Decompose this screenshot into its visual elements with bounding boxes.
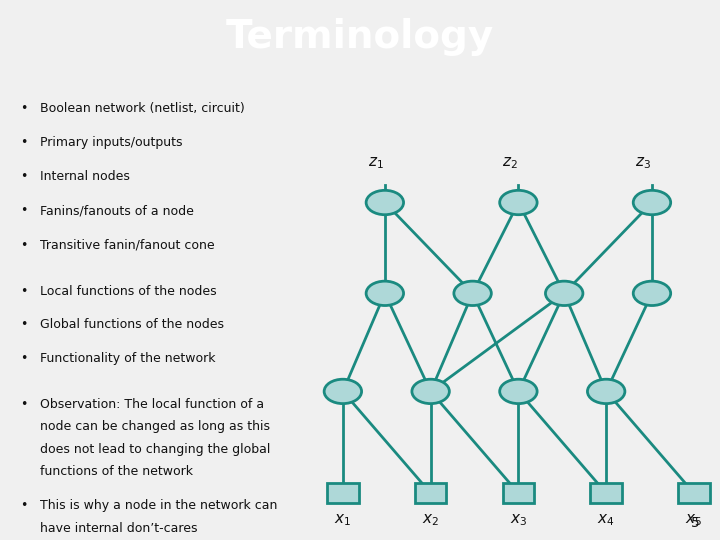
Text: Boolean network (netlist, circuit): Boolean network (netlist, circuit) — [40, 102, 245, 114]
Text: Functionality of the network: Functionality of the network — [40, 352, 216, 365]
Circle shape — [454, 281, 491, 306]
Circle shape — [366, 281, 403, 306]
Text: 5: 5 — [691, 516, 700, 530]
Text: Terminology: Terminology — [226, 18, 494, 56]
Text: This is why a node in the network can: This is why a node in the network can — [40, 499, 278, 512]
Text: $x_5$: $x_5$ — [685, 512, 703, 528]
Text: •: • — [20, 499, 27, 512]
Text: $x_3$: $x_3$ — [510, 512, 527, 528]
Text: •: • — [20, 285, 27, 298]
Circle shape — [500, 190, 537, 215]
Text: Local functions of the nodes: Local functions of the nodes — [40, 285, 217, 298]
FancyBboxPatch shape — [590, 483, 622, 503]
Circle shape — [588, 379, 625, 403]
Text: $z_3$: $z_3$ — [635, 155, 652, 171]
Circle shape — [546, 281, 583, 306]
Text: functions of the network: functions of the network — [40, 465, 193, 478]
Text: •: • — [20, 136, 27, 149]
Circle shape — [634, 281, 671, 306]
Circle shape — [634, 190, 671, 215]
Text: $x_1$: $x_1$ — [334, 512, 351, 528]
Text: $x_4$: $x_4$ — [598, 512, 615, 528]
Text: Primary inputs/outputs: Primary inputs/outputs — [40, 136, 183, 149]
Text: Global functions of the nodes: Global functions of the nodes — [40, 318, 225, 332]
Text: Internal nodes: Internal nodes — [40, 170, 130, 183]
FancyBboxPatch shape — [503, 483, 534, 503]
Text: $z_2$: $z_2$ — [502, 155, 518, 171]
Text: •: • — [20, 318, 27, 332]
Text: •: • — [20, 352, 27, 365]
Text: •: • — [20, 205, 27, 218]
Text: node can be changed as long as this: node can be changed as long as this — [40, 420, 270, 433]
Text: •: • — [20, 397, 27, 410]
FancyBboxPatch shape — [415, 483, 446, 503]
Circle shape — [324, 379, 361, 403]
Text: have internal don’t-cares: have internal don’t-cares — [40, 522, 198, 535]
Text: $z_1$: $z_1$ — [369, 155, 384, 171]
Text: •: • — [20, 170, 27, 183]
Text: $x_2$: $x_2$ — [422, 512, 439, 528]
Text: Transitive fanin/fanout cone: Transitive fanin/fanout cone — [40, 239, 215, 252]
Circle shape — [412, 379, 449, 403]
Circle shape — [366, 190, 403, 215]
FancyBboxPatch shape — [327, 483, 359, 503]
Text: does not lead to changing the global: does not lead to changing the global — [40, 442, 271, 456]
Text: Fanins/fanouts of a node: Fanins/fanouts of a node — [40, 205, 194, 218]
Text: •: • — [20, 239, 27, 252]
Circle shape — [500, 379, 537, 403]
Text: Observation: The local function of a: Observation: The local function of a — [40, 397, 264, 410]
FancyBboxPatch shape — [678, 483, 710, 503]
Text: •: • — [20, 102, 27, 114]
